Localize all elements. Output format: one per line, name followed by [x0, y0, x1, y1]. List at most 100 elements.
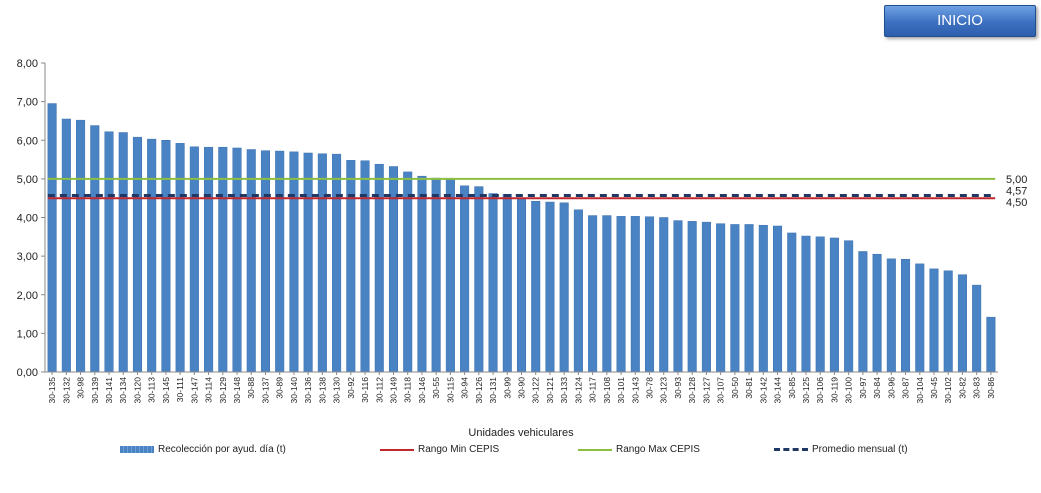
x-tick-label: 30-120 — [132, 377, 142, 404]
inicio-button[interactable]: INICIO — [884, 5, 1036, 37]
x-tick-label: 30-82 — [957, 377, 967, 399]
x-tick-label: 30-124 — [573, 377, 583, 404]
x-tick-label: 30-101 — [616, 377, 626, 404]
bar — [630, 216, 640, 373]
reference-line-label: 4,57 — [1006, 185, 1027, 197]
x-tick-label: 30-140 — [289, 377, 299, 404]
bar — [90, 125, 100, 373]
bar — [403, 171, 413, 373]
bar — [659, 217, 669, 373]
y-tick-label: 3,00 — [17, 251, 38, 263]
x-tick-label: 30-137 — [260, 377, 270, 404]
bar — [104, 131, 114, 373]
bar — [886, 258, 896, 373]
bar — [516, 199, 527, 373]
y-tick-label: 6,00 — [17, 135, 38, 147]
x-tick-label: 30-141 — [104, 377, 114, 404]
x-axis: 30-135 30-132 30-98 30-139 30-141 30-134 30-12… — [45, 371, 998, 404]
bar — [502, 194, 512, 373]
y-tick-label: 2,00 — [17, 290, 38, 302]
legend-item-recoleccion: Recolección por ayud. día (t) — [120, 444, 286, 455]
x-tick-label: 30-128 — [687, 377, 697, 404]
bar — [673, 220, 683, 373]
x-tick-label: 30-144 — [773, 377, 783, 404]
legend-label: Promedio mensual (t) — [812, 444, 908, 455]
x-tick-label: 30-98 — [76, 377, 86, 399]
y-axis: 0,00 1,00 2,00 3,00 4,00 5,00 6,00 7,00 8,00 — [17, 58, 46, 379]
bar — [758, 224, 768, 373]
bar — [47, 103, 57, 373]
bar — [815, 236, 825, 373]
bar — [488, 193, 498, 373]
x-tick-label: 30-78 — [645, 377, 655, 399]
bar — [716, 223, 726, 373]
x-tick-label: 30-145 — [161, 377, 171, 404]
bar — [644, 216, 655, 373]
bar — [332, 153, 342, 373]
x-axis-title: Unidades vehiculares — [468, 427, 574, 439]
x-tick-label: 30-148 — [232, 377, 242, 404]
x-tick-label: 30-117 — [588, 377, 598, 403]
bar — [986, 316, 996, 373]
bar — [915, 263, 925, 373]
x-tick-label: 30-111 — [175, 377, 185, 402]
bar — [147, 138, 157, 373]
x-tick-label: 30-138 — [317, 377, 327, 404]
legend-swatch-line — [380, 448, 414, 451]
reference-lines: 5,00 4,504,57 — [47, 174, 1027, 209]
bar — [289, 151, 299, 373]
bar — [246, 149, 256, 373]
x-tick-label: 30-123 — [659, 377, 669, 404]
x-tick-label: 30-85 — [787, 377, 797, 399]
x-tick-label: 30-97 — [858, 377, 868, 399]
bar — [872, 253, 882, 373]
bar — [573, 209, 583, 373]
bar — [431, 177, 441, 373]
y-tick-label: 8,00 — [17, 58, 38, 70]
bar — [844, 240, 854, 373]
bar — [773, 225, 783, 373]
bar — [61, 118, 71, 373]
x-tick-label: 30-139 — [90, 377, 100, 404]
x-tick-label: 30-106 — [815, 377, 825, 404]
x-tick-label: 30-136 — [303, 377, 313, 404]
x-tick-label: 30-93 — [673, 377, 683, 399]
x-tick-label: 30-146 — [417, 377, 427, 404]
x-tick-label: 30-129 — [218, 377, 228, 404]
y-tick-label: 5,00 — [17, 174, 38, 186]
x-tick-label: 30-114 — [204, 377, 214, 403]
legend-swatch-line — [578, 448, 612, 451]
x-tick-label: 30-55 — [431, 377, 441, 399]
bar — [901, 258, 911, 373]
x-tick-label: 30-147 — [189, 377, 199, 404]
bar — [559, 202, 569, 373]
x-tick-label: 30-104 — [915, 377, 925, 404]
bar — [175, 143, 185, 373]
x-tick-label: 30-125 — [801, 377, 811, 404]
y-tick-label: 0,00 — [17, 367, 38, 379]
x-tick-label: 30-118 — [403, 377, 413, 403]
bar — [132, 136, 142, 373]
legend-label: Rango Min CEPIS — [418, 444, 500, 455]
x-tick-label: 30-108 — [602, 377, 612, 404]
x-tick-label: 30-96 — [886, 377, 896, 399]
x-tick-label: 30-122 — [531, 377, 541, 404]
x-tick-label: 30-116 — [360, 377, 370, 403]
x-tick-label: 30-112 — [374, 377, 384, 403]
bar — [787, 232, 797, 373]
legend-item-promedio: Promedio mensual (t) — [774, 444, 908, 455]
x-tick-label: 30-99 — [502, 377, 512, 399]
x-tick-label: 30-102 — [943, 377, 953, 404]
bar — [218, 146, 228, 373]
x-tick-label: 30-131 — [488, 377, 498, 404]
x-tick-label: 30-45 — [929, 377, 939, 399]
legend-swatch-dashed — [774, 448, 808, 451]
x-tick-label: 30-87 — [901, 377, 911, 399]
bar — [957, 274, 967, 373]
bar — [801, 235, 811, 373]
x-tick-label: 30-143 — [630, 377, 640, 404]
x-tick-label: 30-107 — [716, 377, 726, 404]
y-tick-label: 4,00 — [17, 213, 38, 225]
bar — [460, 185, 470, 373]
legend-item-rango-max: Rango Max CEPIS — [578, 444, 700, 455]
